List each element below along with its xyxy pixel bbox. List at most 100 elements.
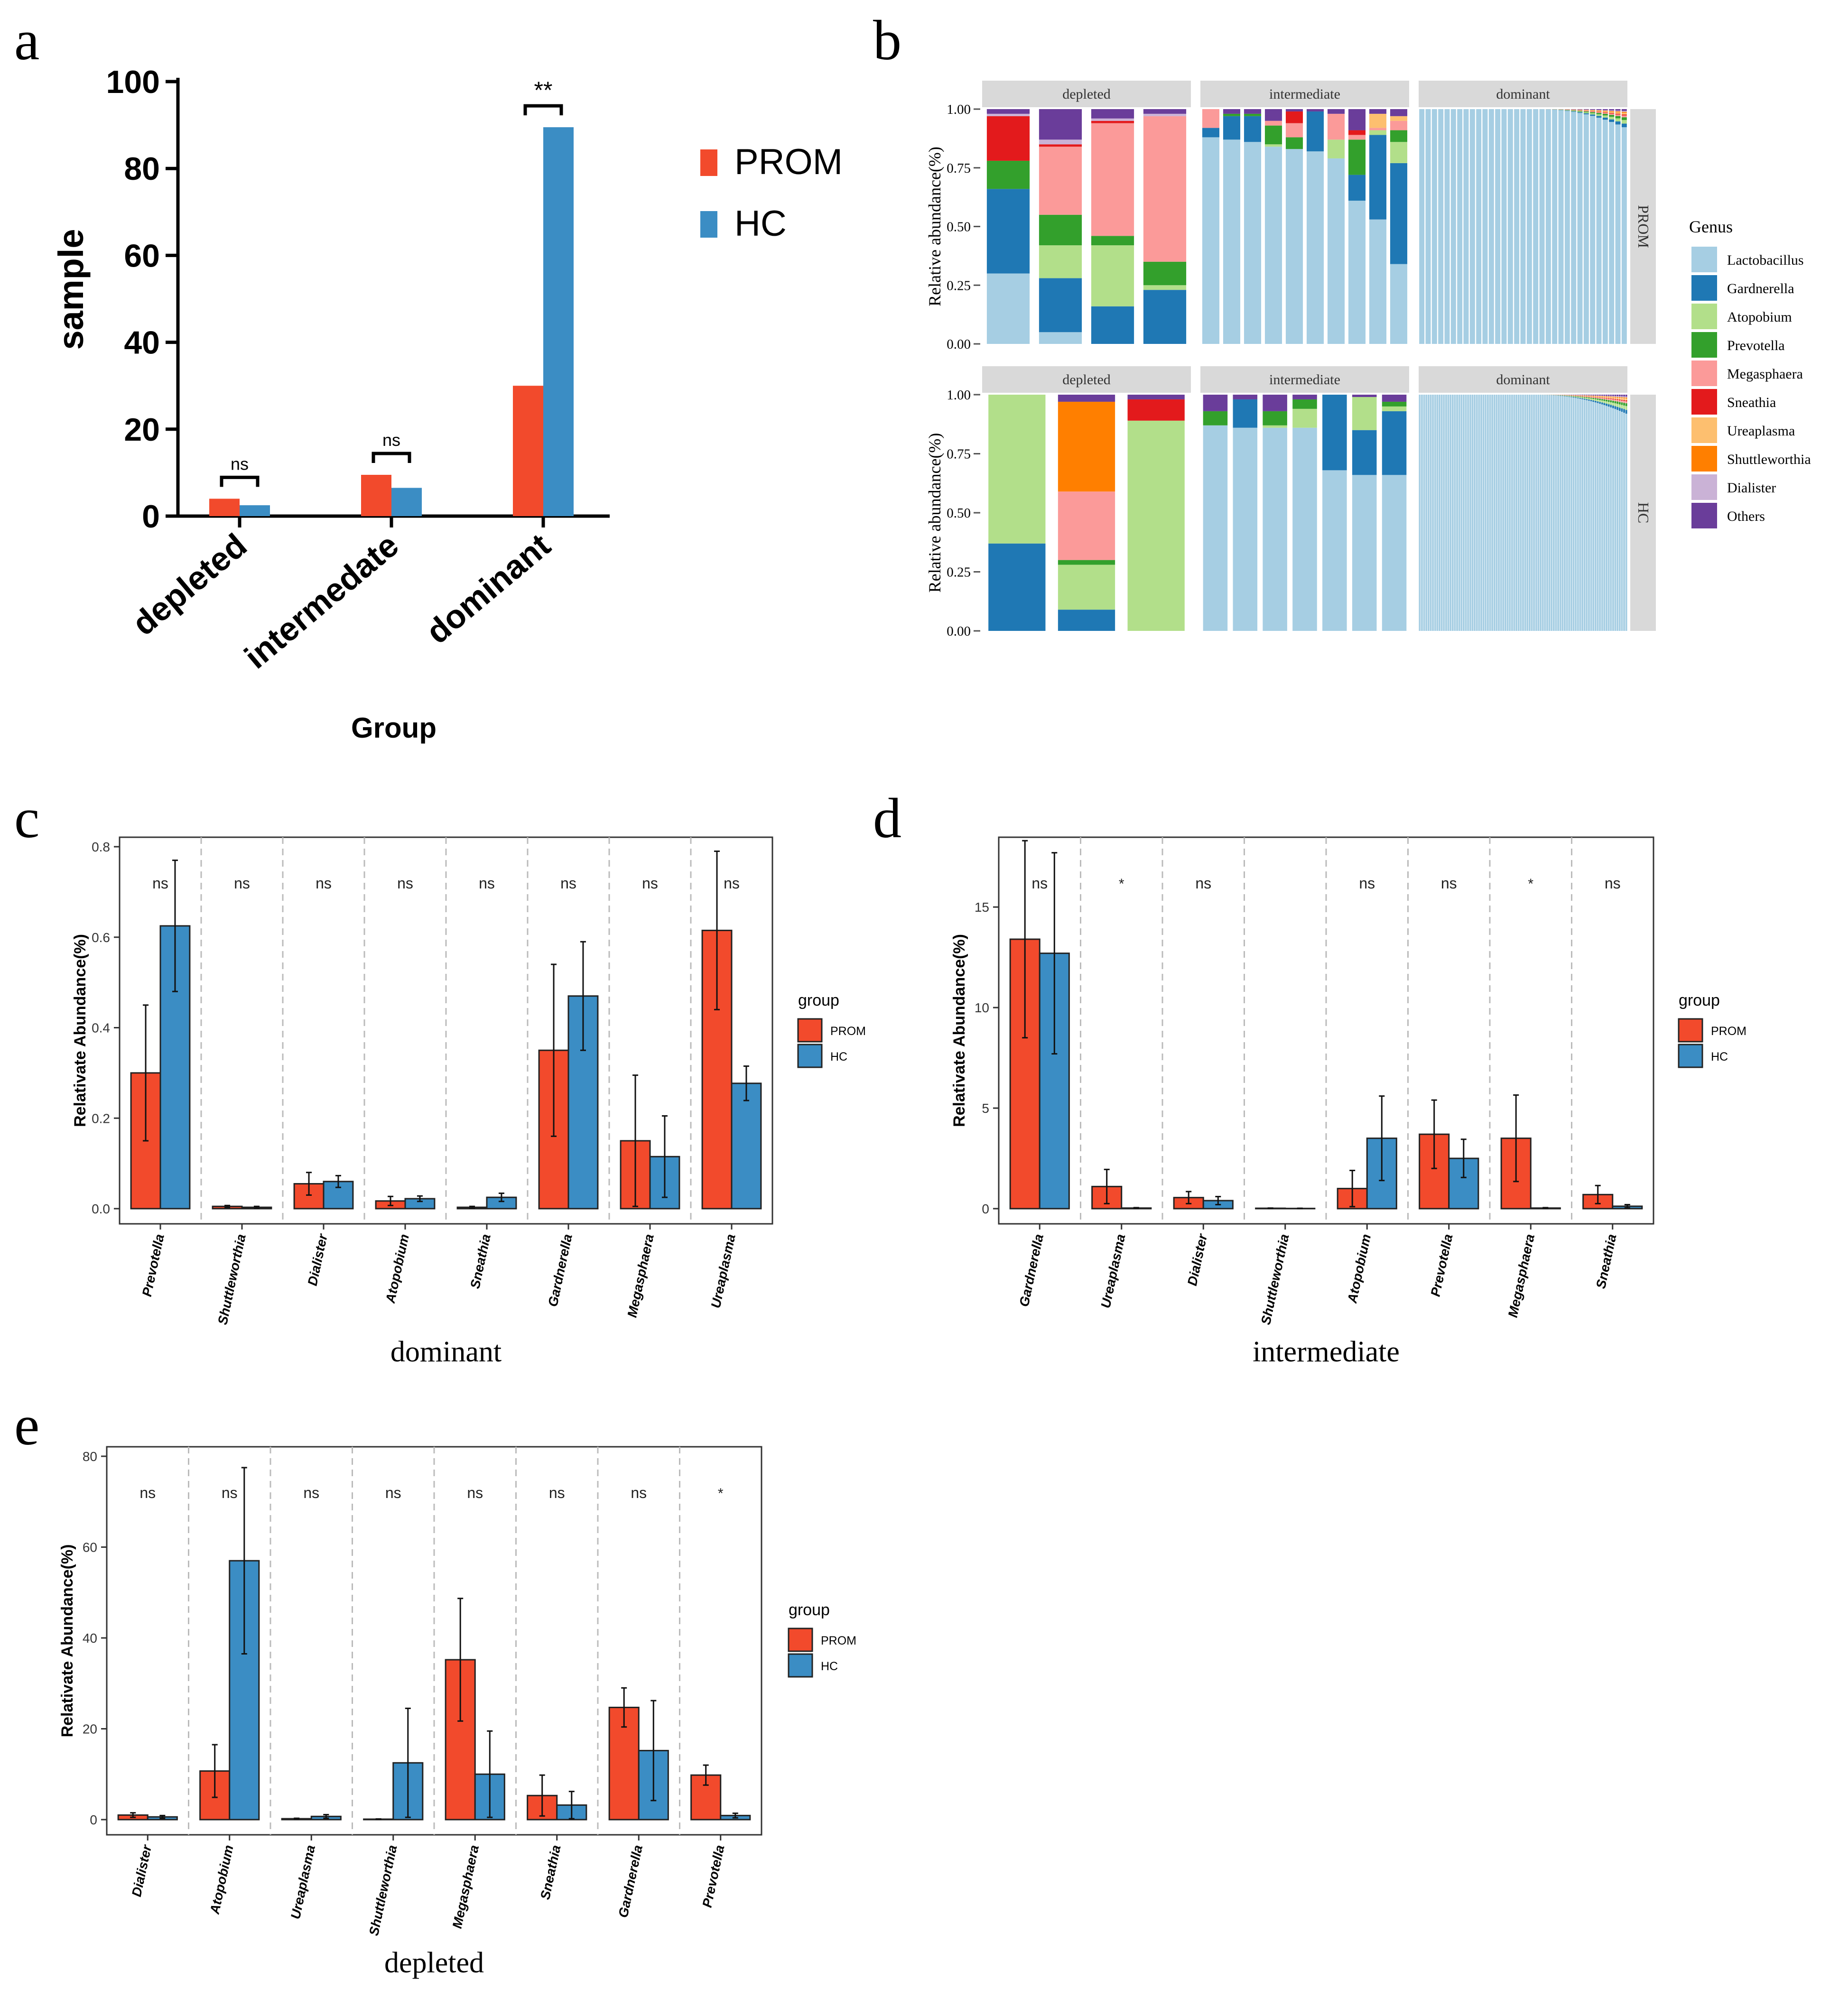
stack-segment-lactobacillus [1601,404,1603,631]
stack-segment-lactobacillus [1596,118,1602,344]
stack-segment-sneathia [1586,396,1588,397]
stack-segment-shuttleworthia [1597,396,1599,397]
stack-segment-others [1606,395,1607,396]
x-tick-label-ureaplasma: Ureaplasma [708,1233,738,1310]
y-tick-label: 0.6 [92,930,110,945]
stack-segment-atopobium [1039,245,1082,278]
y-tick-label: 1.00 [947,102,971,117]
stack-segment-sneathia [1607,398,1610,399]
stack-segment-lactobacillus [1223,139,1241,344]
stack-segment-gardnerella [1382,411,1407,475]
stack-segment-lactobacillus [1568,397,1570,631]
stack-segment-shuttleworthia [1058,401,1115,492]
stack-segment-sneathia [1614,399,1616,400]
stack-segment-lactobacillus [1621,412,1623,631]
stack-segment-ureaplasma [1570,395,1572,396]
stack-segment-lactobacillus [1432,395,1434,631]
stack-segment-ureaplasma [1583,110,1589,111]
bar-hc-dominant [543,127,574,516]
stack-segment-others [1621,395,1623,397]
legend-swatch-atopobium [1691,304,1717,329]
stack-segment-lactobacillus [1482,109,1488,344]
legend-title: group [1679,991,1720,1009]
stack-segment-lactobacillus [1485,395,1487,631]
stack-segment-lactobacillus [1570,397,1572,631]
x-tick-label-prevotella: Prevotella [139,1233,167,1298]
stack-segment-gardnerella [1592,400,1595,402]
stack-segment-others [1615,109,1621,111]
stack-segment-lactobacillus [1618,411,1621,631]
stack-segment-megasphaera [1590,397,1592,398]
stack-segment-sneathia [1616,399,1619,400]
stack-segment-prevotella [1597,398,1599,400]
stack-segment-lactobacillus [1447,395,1449,631]
stack-segment-gardnerella [1602,117,1608,120]
stack-segment-ureaplasma [1618,398,1621,400]
stack-segment-lactobacillus [1542,395,1544,631]
bar-hc-ureaplasma [731,1082,762,1210]
stack-segment-lactobacillus [1471,395,1474,631]
stack-segment-shuttleworthia [1601,396,1603,397]
stack-segment-atopobium [1579,397,1581,398]
stack-segment-gardnerella [1616,407,1619,410]
stack-segment-lactobacillus [1581,399,1583,631]
stack-segment-lactobacillus [1528,395,1531,631]
stack-segment-gardnerella [1583,398,1586,400]
stack-segment-others [1597,395,1599,396]
stack-segment-atopobium [1583,112,1589,113]
stack-segment-lactobacillus [1616,410,1619,631]
stack-segment-megasphaera [1348,135,1366,140]
stack-segment-atopobium [1143,285,1187,290]
stack-segment-lactobacillus [1603,405,1606,631]
stack-segment-lactobacillus [1456,395,1458,631]
stack-segment-shuttleworthia [1614,397,1616,398]
x-axis-title: Group [351,712,437,744]
stack-segment-prevotella [1601,399,1603,401]
stack-segment-prevotella [1577,396,1579,397]
stack-segment-megasphaera [1285,123,1303,138]
stack-segment-atopobium [1382,406,1407,411]
stack-segment-gardnerella [1566,396,1568,397]
x-tick-label-prevotella: Prevotella [699,1844,727,1909]
stack-segment-lactobacillus [1533,395,1535,631]
x-tick-label-sneathia: Sneathia [1593,1233,1619,1290]
stack-segment-gardnerella [1352,430,1377,475]
stack-segment-gardnerella [1244,116,1262,142]
stack-segment-megasphaera [1603,398,1606,399]
stack-segment-lactobacillus [1501,109,1507,344]
stack-segment-others [1223,109,1241,114]
stack-segment-prevotella [1203,411,1228,425]
stack-segment-lactobacillus [1511,395,1513,631]
stack-segment-megasphaera [1606,398,1607,400]
stack-segment-lactobacillus [1457,109,1463,344]
stack-segment-megasphaera [1264,120,1282,126]
y-tick-label: 0.75 [947,161,971,176]
legend-swatch-megasphaera [1691,361,1717,386]
stack-segment-others [1382,395,1407,402]
stack-segment-sneathia [1623,400,1625,401]
y-tick-label: 40 [124,325,160,361]
stack-segment-shuttleworthia [1599,396,1601,397]
x-tick-label-gardnerella: Gardnerella [545,1233,575,1308]
stack-segment-lactobacillus [1488,109,1494,344]
stack-segment-prevotella [1583,397,1586,398]
x-axis-title: depleted [384,1947,484,1979]
x-tick-label-atopobium: Atopobium [207,1844,236,1916]
stack-segment-lactobacillus [1469,109,1475,344]
stack-segment-gardnerella [1581,398,1583,399]
stack-segment-prevotella [1607,400,1610,402]
stack-segment-sneathia [1127,399,1185,421]
stack-segment-lactobacillus [1495,109,1501,344]
bar-prom-intermedate [361,474,391,516]
stack-segment-lactobacillus [1285,149,1303,344]
stack-segment-others [1590,109,1596,110]
stack-segment-ureaplasma [1612,397,1614,399]
stack-segment-lactobacillus [1502,395,1505,631]
y-tick-label: 0.00 [947,624,971,639]
legend-swatch-sneathia [1691,389,1717,415]
stack-segment-shuttleworthia [1621,111,1627,113]
stack-segment-lactobacillus [1507,109,1513,344]
stack-segment-gardnerella [1606,403,1607,406]
stack-segment-atopobium [1607,402,1610,405]
stack-segment-lactobacillus [1486,395,1489,631]
